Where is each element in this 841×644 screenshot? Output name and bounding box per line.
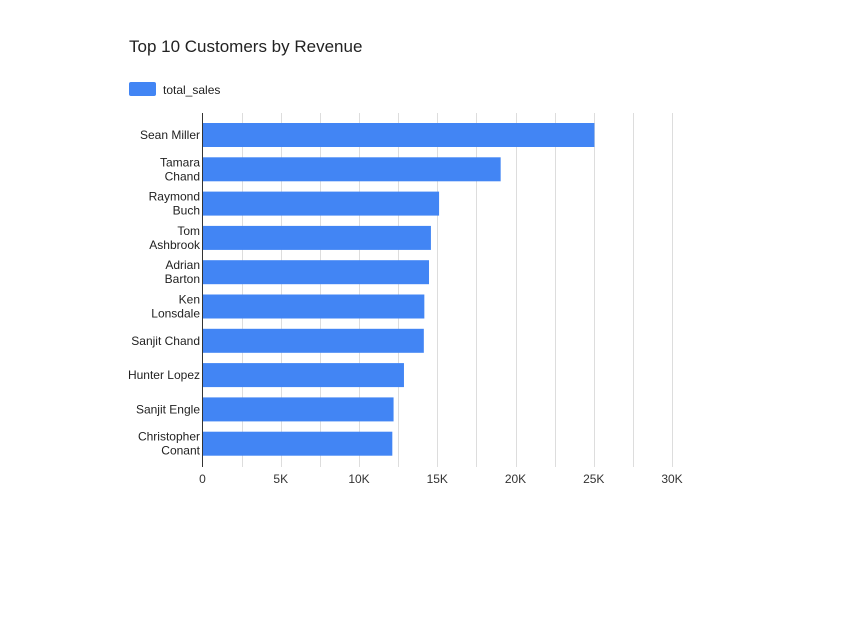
legend-swatch	[129, 82, 156, 96]
bar	[202, 260, 430, 285]
x-tick-label: 0	[199, 472, 206, 486]
x-tick-label: 20K	[505, 472, 526, 486]
category-label: Tamara Chand	[160, 155, 200, 183]
bar	[202, 191, 440, 216]
legend[interactable]: total_sales	[129, 82, 220, 97]
bar	[202, 157, 501, 182]
x-tick-label: 5K	[273, 472, 288, 486]
bar	[202, 123, 595, 147]
category-label: Ken Lonsdale	[151, 293, 200, 321]
legend-label: total_sales	[163, 83, 220, 97]
category-label: Sean Miller	[140, 128, 200, 142]
bar	[202, 328, 424, 353]
x-tick-label: 25K	[583, 472, 604, 486]
category-label: Adrian Barton	[165, 258, 200, 286]
category-label: Sanjit Chand	[131, 334, 200, 348]
category-label: Raymond Buch	[149, 190, 200, 218]
bar	[202, 431, 393, 456]
bar	[202, 397, 394, 422]
bars	[202, 123, 595, 456]
category-label: Tom Ashbrook	[149, 224, 201, 252]
y-axis-labels: Sean Miller Tamara Chand Raymond Buch Tom Ashb…	[128, 128, 201, 458]
x-tick-label: 10K	[348, 472, 369, 486]
chart-title: Top 10 Customers by Revenue	[129, 37, 362, 56]
bar	[202, 363, 404, 388]
x-tick-label: 30K	[661, 472, 682, 486]
bar	[202, 294, 425, 319]
x-axis-ticks: 0 5K 10K 15K 20K 25K 30K	[199, 472, 683, 486]
category-label: Hunter Lopez	[128, 368, 200, 382]
x-tick-label: 15K	[427, 472, 448, 486]
category-label: Christopher Conant	[138, 430, 201, 458]
bar	[202, 225, 431, 250]
category-label: Sanjit Engle	[136, 402, 200, 416]
